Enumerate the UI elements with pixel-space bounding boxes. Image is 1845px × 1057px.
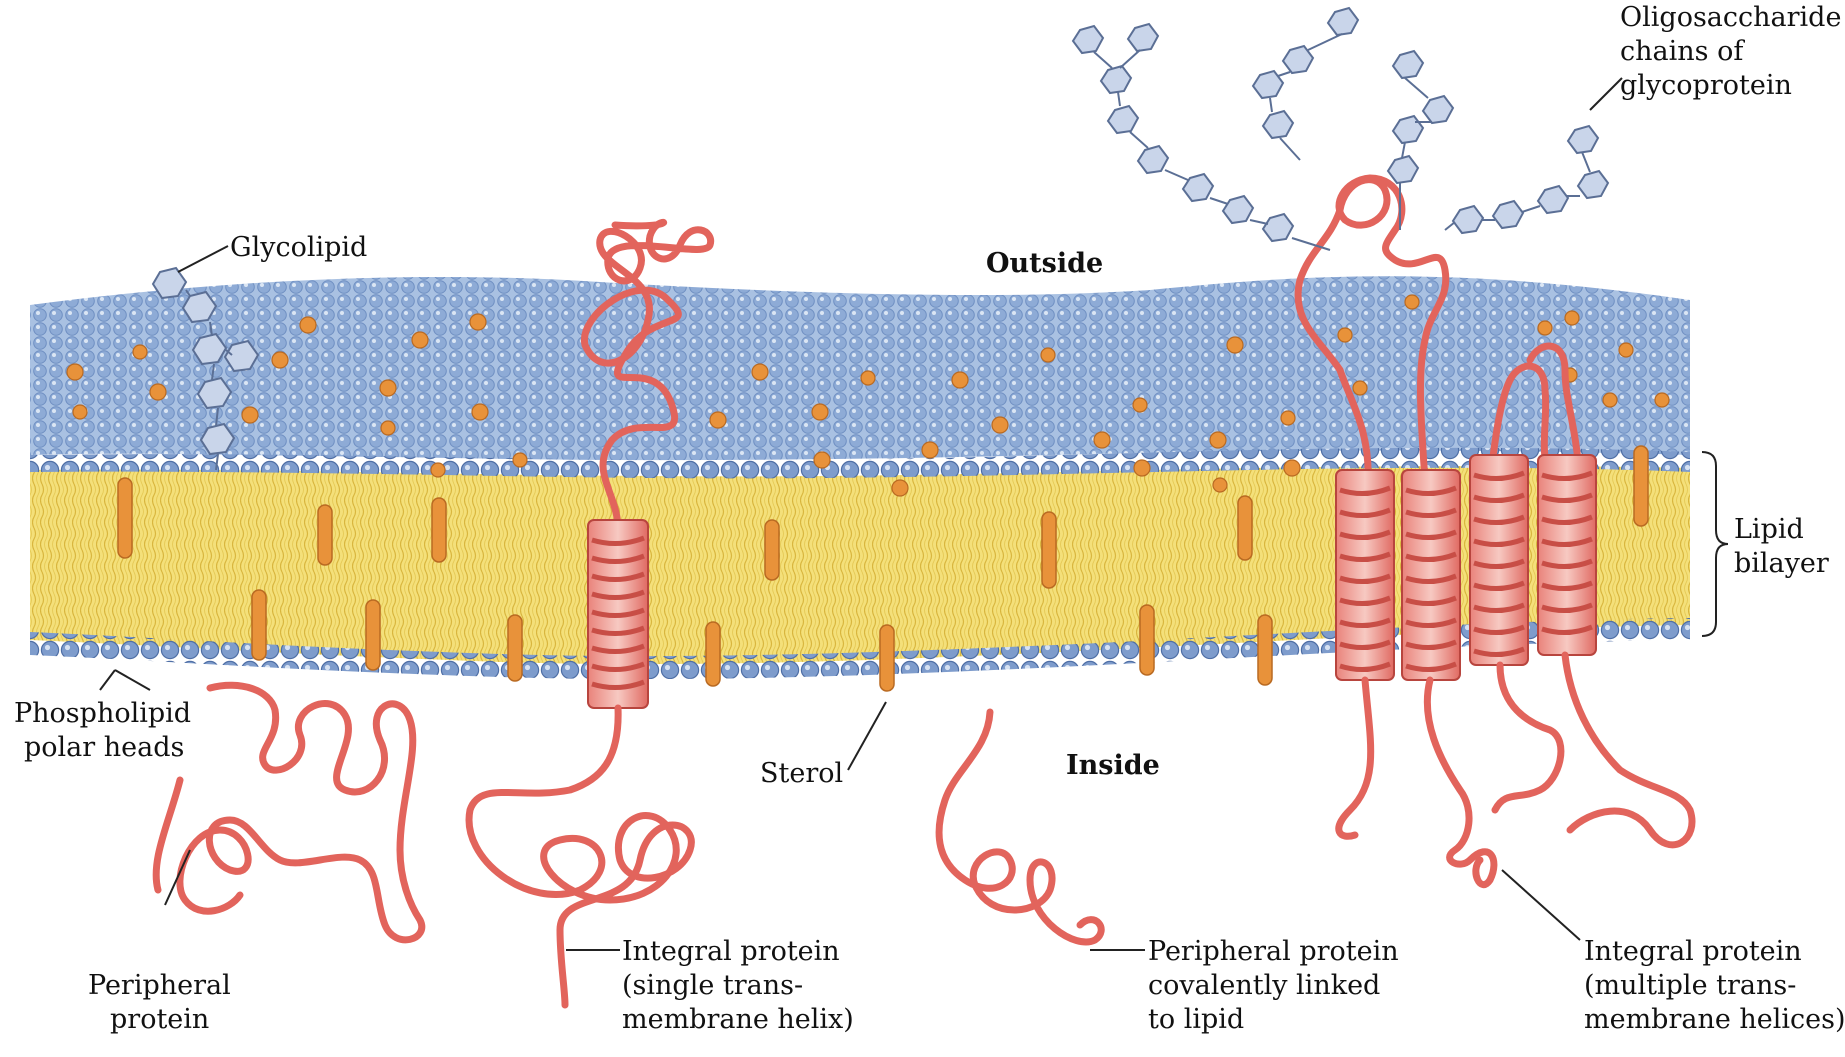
sterol-icon — [507, 614, 523, 682]
sugar-ring-icon — [1181, 172, 1215, 203]
sugar-ring-icon — [1536, 184, 1570, 215]
glycolipid — [151, 266, 260, 471]
sterol-icon — [1257, 614, 1273, 686]
glycoprotein-outer-loops — [1294, 174, 1584, 484]
sterol-icon — [431, 497, 447, 563]
label-peripheral-protein-covalent: Peripheral protein covalently linked to … — [1148, 936, 1407, 1035]
sterol-icon — [879, 624, 895, 692]
bilayer-bracket — [1701, 451, 1729, 637]
oligosaccharide-chains — [1071, 6, 1610, 251]
peripheral-protein — [152, 681, 426, 944]
label-integral-protein-single: Integral protein (single trans- membrane… — [622, 936, 854, 1035]
label-integral-protein-multiple: Integral protein (multiple trans- membra… — [1584, 936, 1845, 1035]
single-helix-inner-tail — [465, 704, 695, 1009]
sterol-icon — [705, 621, 721, 687]
surface-sterol-heads — [66, 294, 1670, 497]
outer-leaflet-surface — [30, 276, 1690, 461]
integral-protein-multiple-helices — [1071, 6, 1696, 889]
sugar-ring-icon — [1281, 44, 1315, 75]
multi-helix-stripes — [1339, 470, 1593, 672]
sugar-ring-icon — [1421, 94, 1455, 125]
sugar-ring-icon — [1261, 109, 1295, 140]
label-inside: Inside — [1066, 750, 1160, 781]
multi-helix-inner-loops — [1335, 651, 1696, 889]
sugar-ring-icon — [181, 290, 218, 324]
sugar-ring-icon — [1106, 104, 1140, 135]
label-lipid-bilayer: Lipid bilayer — [1734, 514, 1829, 579]
sugar-ring-icon — [223, 339, 260, 373]
sterols — [117, 445, 1649, 692]
sugar-ring-icon — [1451, 204, 1485, 235]
single-helix-outer-loops — [581, 218, 715, 529]
label-outside: Outside — [986, 248, 1103, 279]
sugar-ring-icon — [1391, 49, 1425, 80]
helix-bundle — [1335, 454, 1597, 681]
sterol-icon — [1237, 495, 1253, 561]
sterol-icon — [251, 589, 267, 661]
sugar-ring-icon — [151, 266, 188, 300]
integral-protein-single-helix — [465, 218, 715, 1009]
sugar-ring-icon — [1126, 22, 1160, 53]
sugar-ring-icon — [1326, 6, 1360, 37]
sterol-icon — [1633, 445, 1649, 527]
sugar-ring-icon — [1261, 212, 1295, 243]
sugar-ring-icon — [1566, 124, 1600, 155]
sugar-ring-icon — [1576, 169, 1610, 200]
label-oligosaccharide: Oligosaccharide chains of glycoprotein — [1620, 2, 1845, 101]
sterol-icon — [365, 599, 381, 671]
label-sterol: Sterol — [760, 758, 843, 789]
sugar-ring-icon — [1136, 144, 1170, 175]
inner-polar-heads — [30, 618, 1690, 680]
sugar-ring-icon — [199, 422, 236, 456]
sugar-ring-icon — [1099, 64, 1133, 95]
sugar-ring-icon — [1221, 194, 1255, 225]
sterol-icon — [1139, 604, 1155, 676]
sterol-icon — [317, 504, 333, 566]
label-peripheral-protein: Peripheral protein — [88, 970, 239, 1035]
transmembrane-helix — [1537, 454, 1597, 656]
sterol-icon — [764, 519, 780, 581]
sugar-ring-icon — [1391, 114, 1425, 145]
sugar-ring-icon — [1386, 154, 1420, 185]
peripheral-protein-covalent — [935, 708, 1105, 946]
sterol-icon — [117, 477, 133, 559]
leader-lines — [99, 77, 1623, 951]
sugar-ring-icon — [1071, 24, 1105, 55]
sugar-ring-icon — [191, 332, 228, 366]
sugar-ring-icon — [196, 376, 233, 410]
labels: Glycolipid Outside Inside Oligosaccharid… — [14, 2, 1845, 1035]
label-glycolipid: Glycolipid — [230, 232, 367, 263]
label-phospholipid-polar-heads: Phospholipid polar heads — [14, 698, 200, 763]
sterol-icon — [1041, 511, 1057, 589]
sugar-ring-icon — [1251, 69, 1285, 100]
sugar-ring-icon — [1491, 199, 1525, 230]
